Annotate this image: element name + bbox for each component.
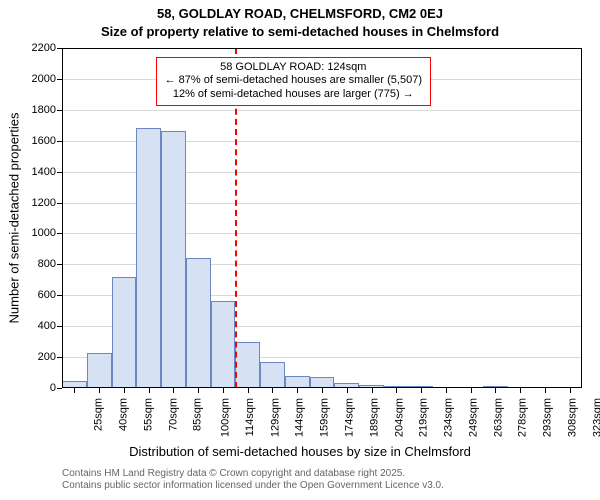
x-tick-mark — [173, 388, 174, 393]
y-tick-mark — [57, 79, 62, 80]
x-tick-label: 219sqm — [418, 394, 430, 437]
histogram-bar — [62, 381, 87, 388]
x-tick-label: 278sqm — [517, 394, 529, 437]
x-tick-label: 189sqm — [368, 394, 380, 437]
x-tick-mark — [545, 388, 546, 393]
annotation-title: 58 GOLDLAY ROAD: 124sqm — [165, 61, 422, 75]
x-tick-mark — [471, 388, 472, 393]
credits: Contains HM Land Registry data © Crown c… — [62, 468, 444, 492]
x-tick-mark — [520, 388, 521, 393]
gridline — [62, 110, 582, 111]
y-tick-mark — [57, 172, 62, 173]
x-tick-label: 25sqm — [93, 394, 105, 431]
plot-area: 0200400600800100012001400160018002000220… — [62, 48, 582, 388]
x-axis-label: Distribution of semi-detached houses by … — [0, 444, 600, 459]
x-tick-mark — [149, 388, 150, 393]
y-tick-mark — [57, 295, 62, 296]
x-tick-label: 263sqm — [492, 394, 504, 437]
chart-title-line1: 58, GOLDLAY ROAD, CHELMSFORD, CM2 0EJ — [0, 6, 600, 21]
y-tick-mark — [57, 141, 62, 142]
chart-container: 58, GOLDLAY ROAD, CHELMSFORD, CM2 0EJ Si… — [0, 0, 600, 500]
x-tick-label: 40sqm — [118, 394, 130, 431]
x-tick-mark — [446, 388, 447, 393]
x-tick-label: 293sqm — [542, 394, 554, 437]
credits-line1: Contains HM Land Registry data © Crown c… — [62, 468, 444, 480]
histogram-bar — [285, 376, 310, 388]
x-tick-label: 308sqm — [566, 394, 578, 437]
x-tick-mark — [124, 388, 125, 393]
x-tick-label: 114sqm — [244, 394, 256, 436]
x-tick-mark — [74, 388, 75, 393]
y-tick-mark — [57, 233, 62, 234]
y-tick-mark — [57, 110, 62, 111]
y-tick-mark — [57, 203, 62, 204]
annotation-line: 12% of semi-detached houses are larger (… — [165, 88, 422, 102]
chart-title-line2: Size of property relative to semi-detach… — [0, 24, 600, 39]
x-tick-label: 100sqm — [220, 394, 232, 437]
histogram-bar — [310, 377, 335, 388]
x-tick-label: 174sqm — [344, 394, 356, 437]
x-tick-mark — [297, 388, 298, 393]
y-tick-mark — [57, 357, 62, 358]
histogram-bar — [161, 131, 186, 388]
x-tick-mark — [495, 388, 496, 393]
y-tick-mark — [57, 388, 62, 389]
x-tick-label: 70sqm — [167, 394, 179, 431]
x-tick-mark — [223, 388, 224, 393]
x-tick-mark — [421, 388, 422, 393]
histogram-bar — [260, 362, 285, 388]
x-tick-mark — [396, 388, 397, 393]
x-tick-mark — [198, 388, 199, 393]
x-tick-mark — [372, 388, 373, 393]
x-tick-mark — [99, 388, 100, 393]
x-tick-mark — [272, 388, 273, 393]
histogram-bar — [112, 277, 137, 388]
x-tick-label: 159sqm — [319, 394, 331, 437]
histogram-bar — [186, 258, 211, 388]
x-tick-label: 249sqm — [467, 394, 479, 437]
histogram-bar — [211, 301, 236, 388]
y-tick-mark — [57, 48, 62, 49]
x-tick-mark — [322, 388, 323, 393]
annotation-line: ← 87% of semi-detached houses are smalle… — [165, 74, 422, 88]
credits-line2: Contains public sector information licen… — [62, 480, 444, 492]
histogram-bar — [235, 342, 260, 388]
histogram-bar — [136, 128, 161, 388]
y-tick-mark — [57, 326, 62, 327]
y-tick-mark — [57, 264, 62, 265]
x-tick-label: 85sqm — [192, 394, 204, 431]
y-axis-label: Number of semi-detached properties — [7, 113, 22, 324]
x-tick-label: 144sqm — [294, 394, 306, 437]
x-tick-mark — [347, 388, 348, 393]
x-tick-label: 204sqm — [393, 394, 405, 437]
histogram-bar — [87, 353, 112, 388]
annotation-box: 58 GOLDLAY ROAD: 124sqm← 87% of semi-det… — [156, 57, 431, 106]
x-tick-label: 55sqm — [142, 394, 154, 431]
x-tick-mark — [570, 388, 571, 393]
x-tick-label: 323sqm — [591, 394, 600, 437]
x-tick-label: 234sqm — [443, 394, 455, 437]
x-tick-label: 129sqm — [269, 394, 281, 437]
x-tick-mark — [248, 388, 249, 393]
